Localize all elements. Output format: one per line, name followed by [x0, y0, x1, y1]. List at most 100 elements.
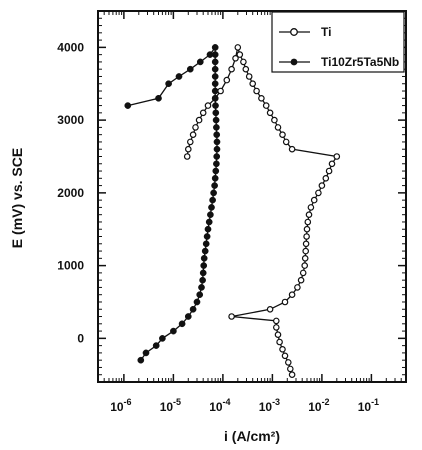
x-tick-label: 10-3	[259, 397, 280, 414]
y-tick-label: 2000	[57, 186, 84, 200]
data-point	[305, 211, 313, 219]
data-point	[199, 276, 206, 284]
data-point	[304, 218, 312, 226]
data-point	[178, 320, 186, 328]
data-point	[213, 160, 220, 168]
data-point	[196, 58, 204, 66]
data-point	[284, 359, 292, 366]
data-point	[208, 204, 215, 211]
data-point	[203, 233, 211, 240]
data-point	[282, 138, 290, 146]
y-tick-label: 4000	[57, 40, 84, 54]
data-point	[183, 153, 191, 160]
data-point	[124, 102, 132, 109]
series-line	[127, 45, 218, 361]
data-point	[232, 54, 239, 62]
data-point	[266, 109, 274, 117]
data-point	[299, 269, 307, 277]
data-point	[202, 240, 210, 248]
series-layer	[124, 44, 341, 379]
data-point	[288, 291, 296, 299]
data-point	[200, 262, 208, 269]
data-point	[212, 116, 220, 124]
data-point	[310, 196, 318, 204]
data-point	[274, 124, 282, 131]
data-point	[318, 182, 326, 189]
data-point	[211, 182, 218, 189]
data-point	[200, 254, 208, 262]
x-tick-label: 10-2	[308, 397, 329, 414]
data-point	[213, 131, 221, 139]
data-point	[271, 116, 278, 124]
data-point	[212, 102, 219, 109]
x-tick-label: 10-4	[209, 397, 230, 414]
data-point	[189, 131, 197, 139]
legend-marker-alloy	[290, 58, 298, 66]
data-point	[213, 153, 221, 160]
data-point	[211, 58, 219, 66]
data-point	[212, 167, 220, 175]
plot-frame	[97, 10, 407, 383]
data-point	[199, 269, 207, 277]
data-point	[240, 58, 247, 66]
data-point	[303, 225, 311, 233]
data-point	[322, 175, 330, 182]
data-point	[294, 284, 301, 291]
y-tick-label: 3000	[57, 113, 84, 127]
data-point	[223, 76, 231, 84]
data-point	[228, 65, 235, 73]
data-point	[213, 138, 221, 146]
data-point	[211, 94, 219, 102]
data-point	[245, 73, 253, 80]
x-tick-group: 10-6 10-5 10-4 10-3 10-2 10-1	[110, 11, 379, 414]
data-point	[302, 247, 310, 255]
legend-marker-ti	[290, 28, 298, 36]
data-point	[137, 356, 145, 364]
data-point	[211, 65, 219, 73]
data-point	[333, 153, 341, 160]
data-point	[274, 331, 282, 339]
data-point	[253, 87, 260, 95]
data-point	[192, 124, 199, 131]
data-point	[325, 167, 333, 175]
data-point	[302, 240, 310, 248]
data-point	[165, 80, 172, 88]
data-point	[206, 51, 214, 58]
data-point	[272, 324, 280, 331]
data-point	[279, 131, 286, 139]
data-point	[196, 291, 204, 299]
data-point	[211, 174, 219, 182]
data-point	[301, 262, 309, 269]
data-point	[195, 116, 203, 124]
data-point	[286, 365, 294, 373]
data-point	[205, 218, 213, 226]
data-point	[209, 196, 216, 204]
data-point	[159, 335, 166, 342]
data-point	[213, 124, 220, 131]
data-point	[303, 233, 310, 240]
data-point	[211, 87, 219, 95]
data-point	[211, 44, 219, 51]
data-point	[276, 338, 283, 346]
data-point	[288, 145, 296, 153]
data-point	[185, 145, 192, 153]
data-point	[211, 80, 219, 88]
y-tick-label: 1000	[57, 259, 84, 273]
data-point	[266, 305, 274, 313]
legend-label-ti: Ti	[321, 25, 331, 39]
legend: Ti Ti10Zr5Ta5Nb	[271, 11, 405, 73]
data-point	[272, 317, 280, 325]
data-point	[201, 247, 209, 255]
data-point	[155, 94, 162, 102]
y-axis-title: E (mV) vs. SCE	[9, 148, 25, 248]
data-point	[198, 284, 205, 291]
legend-label-alloy: Ti10Zr5Ta5Nb	[321, 55, 399, 69]
data-point	[307, 204, 315, 211]
data-point	[258, 95, 265, 102]
data-point	[236, 51, 244, 58]
y-tick-group: 0 1000 2000 3000 4000	[57, 40, 406, 345]
data-point	[281, 352, 289, 360]
data-point	[184, 313, 192, 320]
data-point	[187, 138, 194, 146]
